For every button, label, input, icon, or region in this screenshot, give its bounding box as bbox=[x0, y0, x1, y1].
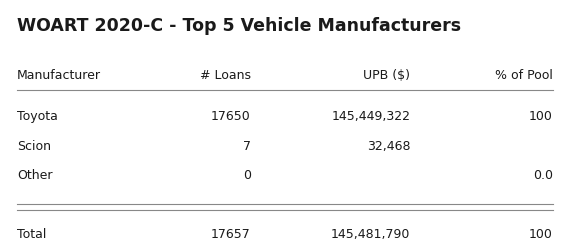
Text: 7: 7 bbox=[243, 140, 251, 153]
Text: 17650: 17650 bbox=[211, 110, 251, 123]
Text: UPB ($): UPB ($) bbox=[364, 69, 410, 82]
Text: 0.0: 0.0 bbox=[533, 169, 553, 182]
Text: # Loans: # Loans bbox=[200, 69, 251, 82]
Text: 100: 100 bbox=[529, 110, 553, 123]
Text: Toyota: Toyota bbox=[17, 110, 58, 123]
Text: Other: Other bbox=[17, 169, 52, 182]
Text: 100: 100 bbox=[529, 228, 553, 242]
Text: Scion: Scion bbox=[17, 140, 51, 153]
Text: 0: 0 bbox=[243, 169, 251, 182]
Text: % of Pool: % of Pool bbox=[495, 69, 553, 82]
Text: Manufacturer: Manufacturer bbox=[17, 69, 101, 82]
Text: 32,468: 32,468 bbox=[367, 140, 410, 153]
Text: 17657: 17657 bbox=[211, 228, 251, 242]
Text: Total: Total bbox=[17, 228, 47, 242]
Text: 145,449,322: 145,449,322 bbox=[331, 110, 410, 123]
Text: 145,481,790: 145,481,790 bbox=[331, 228, 410, 242]
Text: WOART 2020-C - Top 5 Vehicle Manufacturers: WOART 2020-C - Top 5 Vehicle Manufacture… bbox=[17, 17, 461, 35]
